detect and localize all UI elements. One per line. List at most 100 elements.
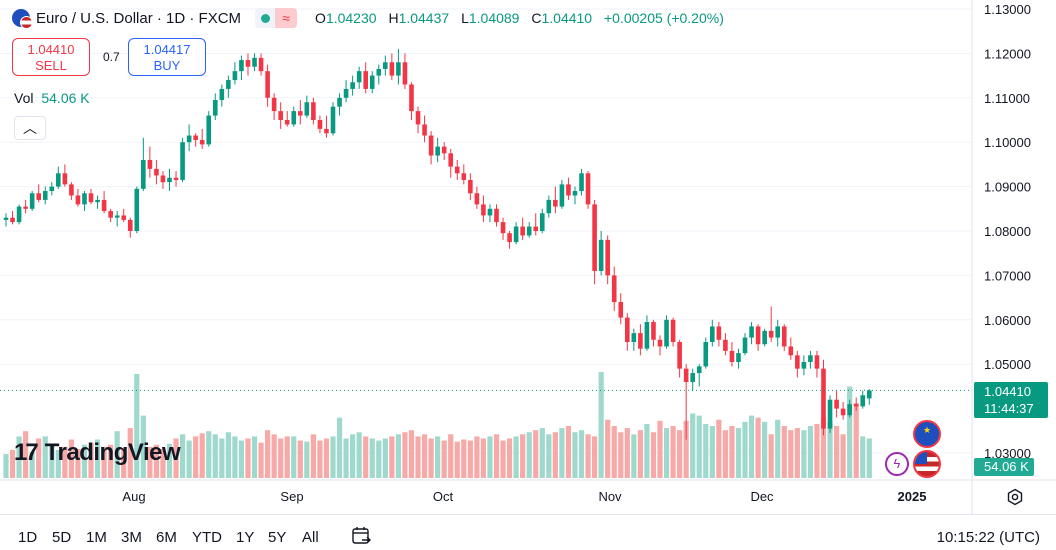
range-all[interactable]: All [302, 529, 319, 546]
range-6m[interactable]: 6M [156, 529, 177, 546]
sell-label: SELL [35, 58, 67, 73]
volume-bar [663, 428, 670, 478]
candle [324, 115, 329, 138]
volume-label: Vol [14, 90, 34, 106]
candle [49, 182, 55, 196]
time-axis-labels: Aug Sep Oct Nov Dec 2025 [122, 489, 926, 504]
candle [533, 213, 539, 236]
collapse-legend-button[interactable]: ︿ [14, 116, 46, 140]
range-3m[interactable]: 3M [121, 529, 142, 546]
lightning-icon[interactable]: ϟ [885, 452, 909, 476]
candle-body [42, 191, 48, 200]
us-flag-icon[interactable] [913, 450, 941, 478]
candle [95, 195, 100, 209]
buy-button[interactable]: 1.04417 BUY [128, 38, 206, 76]
candle-body [638, 333, 643, 349]
sell-button[interactable]: 1.04410 SELL [12, 38, 90, 76]
candle-body [88, 193, 94, 203]
candle [245, 53, 251, 76]
volume-bar [186, 440, 192, 478]
market-status-pill[interactable]: ≈ [255, 8, 298, 28]
volume-bar [421, 434, 428, 478]
volume-bar [611, 426, 617, 478]
candle-body [611, 275, 617, 303]
candle-body [95, 199, 100, 203]
candle-body [853, 404, 859, 407]
eu-flag-icon[interactable] [913, 420, 941, 448]
candle [389, 53, 395, 81]
tradingview-logo[interactable]: 17 TradingView [14, 439, 181, 467]
candle [369, 71, 375, 94]
utc-clock[interactable]: 10:15:22 (UTC) [936, 529, 1040, 546]
low-value: 1.04089 [468, 10, 520, 26]
range-ytd[interactable]: YTD [192, 529, 222, 546]
range-1m[interactable]: 1M [86, 529, 107, 546]
candle-body [69, 184, 74, 196]
candle-body [487, 208, 493, 216]
candle-body [513, 226, 519, 243]
eurusd-flag-icon [12, 9, 33, 29]
candle [422, 115, 427, 143]
candle [409, 82, 414, 120]
candle [840, 401, 846, 420]
volume-bar [657, 420, 663, 478]
candle-body [311, 102, 316, 120]
volume-bar [742, 421, 748, 478]
volume-bar [265, 430, 271, 478]
candle [526, 222, 532, 238]
volume-bar [297, 440, 303, 478]
candle-body [258, 57, 264, 72]
candle-body [402, 62, 408, 85]
candle [219, 84, 225, 107]
candle-body [199, 139, 205, 145]
candle-body [657, 339, 663, 347]
candle [127, 217, 133, 238]
buy-price: 1.04417 [143, 42, 191, 57]
volume-bar [853, 403, 859, 478]
candle [271, 93, 277, 120]
volume-bar [310, 434, 316, 478]
range-5y[interactable]: 5Y [268, 529, 287, 546]
price-chart[interactable]: 1.13000 1.12000 1.11000 1.10000 1.09000 1.080… [0, 0, 1056, 514]
time-tick-label: Nov [598, 489, 622, 504]
candle-body [337, 97, 342, 107]
candle [853, 397, 859, 411]
volume-bar [101, 446, 107, 478]
candle [566, 177, 571, 200]
candle [173, 171, 179, 187]
volume-bar [860, 436, 866, 478]
candle-body [866, 390, 872, 399]
volume-bar [36, 438, 42, 478]
calendar-icon[interactable] [350, 525, 372, 547]
volume-bar [670, 426, 676, 478]
settings-icon[interactable] [1006, 488, 1024, 506]
volume-bar [768, 434, 774, 478]
candle-body [147, 159, 153, 169]
candle-body [36, 193, 41, 200]
range-1d[interactable]: 1D [18, 529, 38, 546]
candle-body [847, 404, 852, 416]
candle [356, 66, 362, 89]
candle-body [16, 206, 22, 223]
candle-body [127, 219, 133, 231]
volume-bar [376, 440, 382, 478]
candle [454, 159, 460, 180]
volume-bar [441, 440, 447, 478]
candle [206, 111, 212, 147]
volume-bar [75, 448, 81, 478]
change-value: +0.00205 (+0.20%) [603, 10, 724, 26]
volume-bar [781, 426, 787, 478]
candle [736, 348, 741, 369]
volume-bar [330, 436, 336, 478]
candle-body [690, 373, 695, 382]
candle [186, 124, 192, 152]
range-1y[interactable]: 1Y [236, 529, 255, 546]
symbol-title[interactable]: Euro / U.S. Dollar · 1D · FXCM [36, 9, 242, 27]
range-5d[interactable]: 5D [52, 529, 72, 546]
candle [141, 137, 146, 192]
sell-price: 1.04410 [27, 42, 75, 57]
volume-bar [3, 454, 9, 478]
candle-body [239, 60, 244, 72]
candle-body [363, 71, 368, 89]
candle [500, 217, 506, 240]
